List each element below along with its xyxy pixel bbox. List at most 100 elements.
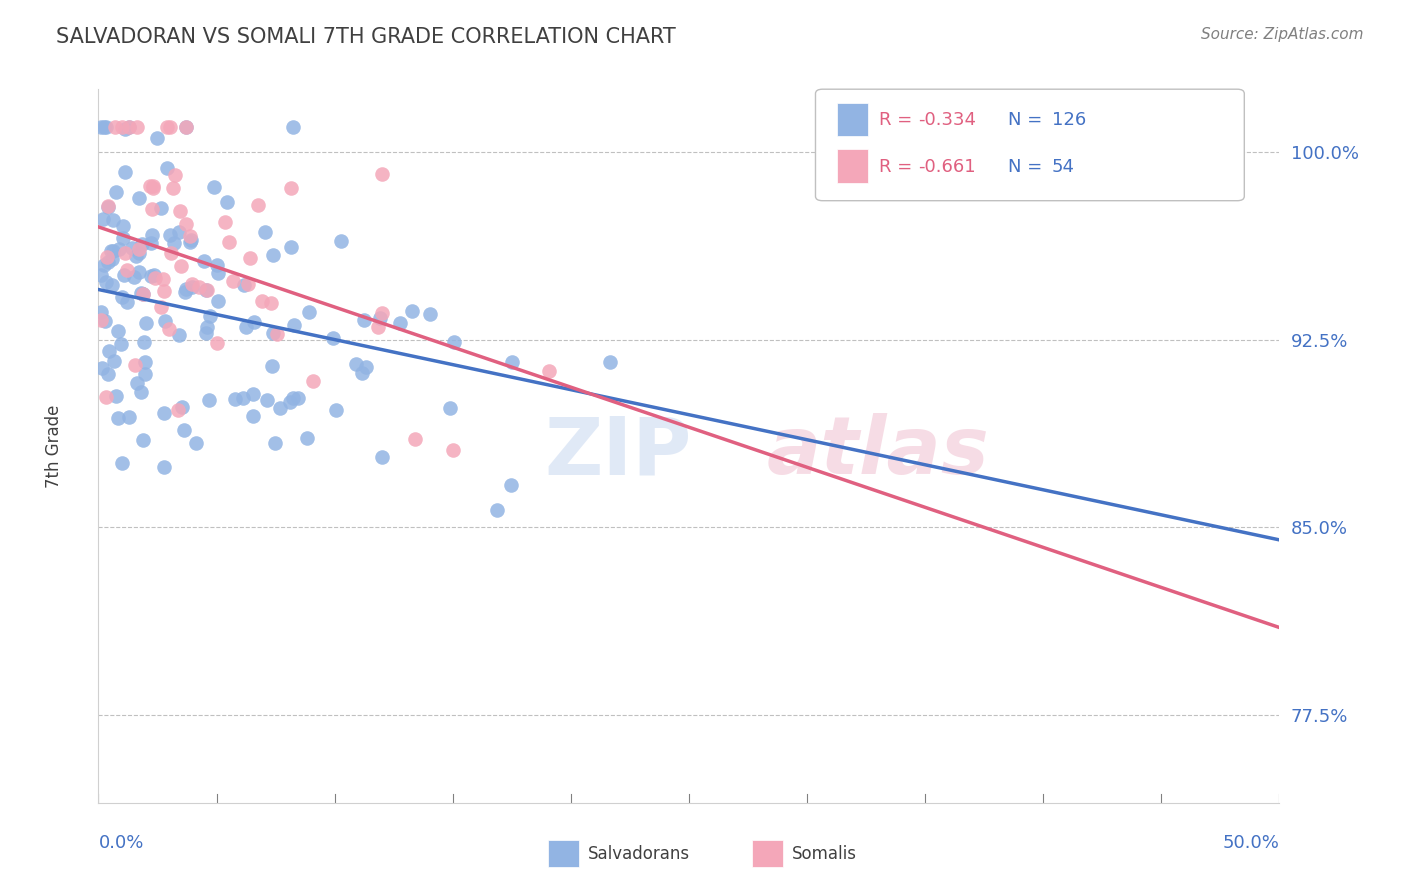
Point [90, 120, 112, 134]
Point [160, 245, 183, 260]
Text: 54: 54 [1052, 158, 1074, 176]
Point [101, 252, 124, 266]
Point [97, 367, 120, 381]
Point [179, 228, 201, 243]
Point [111, 219, 134, 233]
Point [128, 191, 150, 205]
Point [142, 181, 165, 195]
Point [232, 391, 254, 405]
Point [322, 331, 344, 345]
Point [150, 300, 173, 314]
Text: 7th Grade: 7th Grade [45, 404, 63, 488]
Point [193, 253, 215, 268]
Point [142, 179, 165, 194]
Point [155, 313, 177, 327]
Point [283, 120, 305, 134]
Point [132, 286, 155, 301]
Text: N =: N = [1008, 158, 1047, 176]
Point [103, 244, 125, 259]
Point [207, 294, 229, 309]
Point [91, 360, 114, 375]
Point [172, 401, 194, 415]
Point [247, 198, 270, 212]
Point [165, 168, 187, 182]
Point [167, 225, 190, 239]
Point [149, 201, 172, 215]
Point [280, 180, 302, 194]
Point [167, 327, 190, 342]
Point [104, 120, 127, 134]
Point [169, 260, 191, 274]
Text: atlas: atlas [766, 413, 990, 491]
Point [105, 185, 128, 199]
Point [129, 286, 152, 301]
Point [152, 272, 174, 286]
Point [260, 295, 283, 310]
Point [195, 326, 218, 340]
Point [125, 120, 148, 134]
Point [350, 366, 373, 380]
Point [153, 406, 176, 420]
Point [195, 319, 218, 334]
Point [141, 227, 163, 242]
Point [174, 120, 197, 134]
Point [139, 269, 162, 284]
Point [179, 235, 201, 250]
Point [441, 443, 464, 458]
Point [202, 179, 225, 194]
Point [195, 284, 218, 298]
Point [114, 165, 136, 179]
Point [174, 120, 197, 134]
Text: N =: N = [1008, 112, 1047, 129]
Point [132, 334, 155, 349]
Point [155, 120, 177, 134]
Point [224, 392, 246, 406]
Point [184, 436, 207, 450]
Point [181, 277, 204, 291]
Point [499, 478, 522, 492]
Point [103, 354, 125, 368]
Text: Somalis: Somalis [792, 845, 856, 863]
Point [214, 215, 236, 229]
Point [153, 460, 176, 475]
Point [187, 280, 209, 294]
Point [127, 376, 149, 391]
Point [371, 450, 394, 465]
Point [115, 263, 138, 277]
Point [253, 226, 276, 240]
Point [159, 322, 181, 336]
Point [174, 285, 197, 299]
Point [139, 235, 162, 250]
Point [388, 316, 411, 330]
Point [143, 271, 166, 285]
Point [101, 213, 124, 227]
Point [207, 266, 229, 280]
Point [401, 303, 423, 318]
Point [139, 178, 162, 193]
Point [100, 244, 122, 258]
Text: R =: R = [879, 112, 918, 129]
Point [145, 131, 167, 145]
Point [235, 320, 257, 334]
Point [90, 304, 112, 318]
Point [419, 307, 441, 321]
Point [283, 318, 305, 332]
Point [252, 294, 274, 309]
Point [298, 304, 321, 318]
Point [93, 120, 115, 134]
Point [325, 403, 347, 417]
Point [122, 270, 145, 285]
Point [232, 277, 254, 292]
Point [96, 120, 118, 134]
Point [162, 180, 184, 194]
Point [278, 395, 301, 409]
Point [134, 368, 156, 382]
Point [105, 389, 128, 403]
Point [108, 242, 131, 256]
Point [107, 410, 129, 425]
Point [353, 313, 375, 327]
Point [218, 235, 240, 249]
Point [195, 283, 218, 297]
Point [135, 316, 157, 330]
Point [344, 357, 367, 371]
